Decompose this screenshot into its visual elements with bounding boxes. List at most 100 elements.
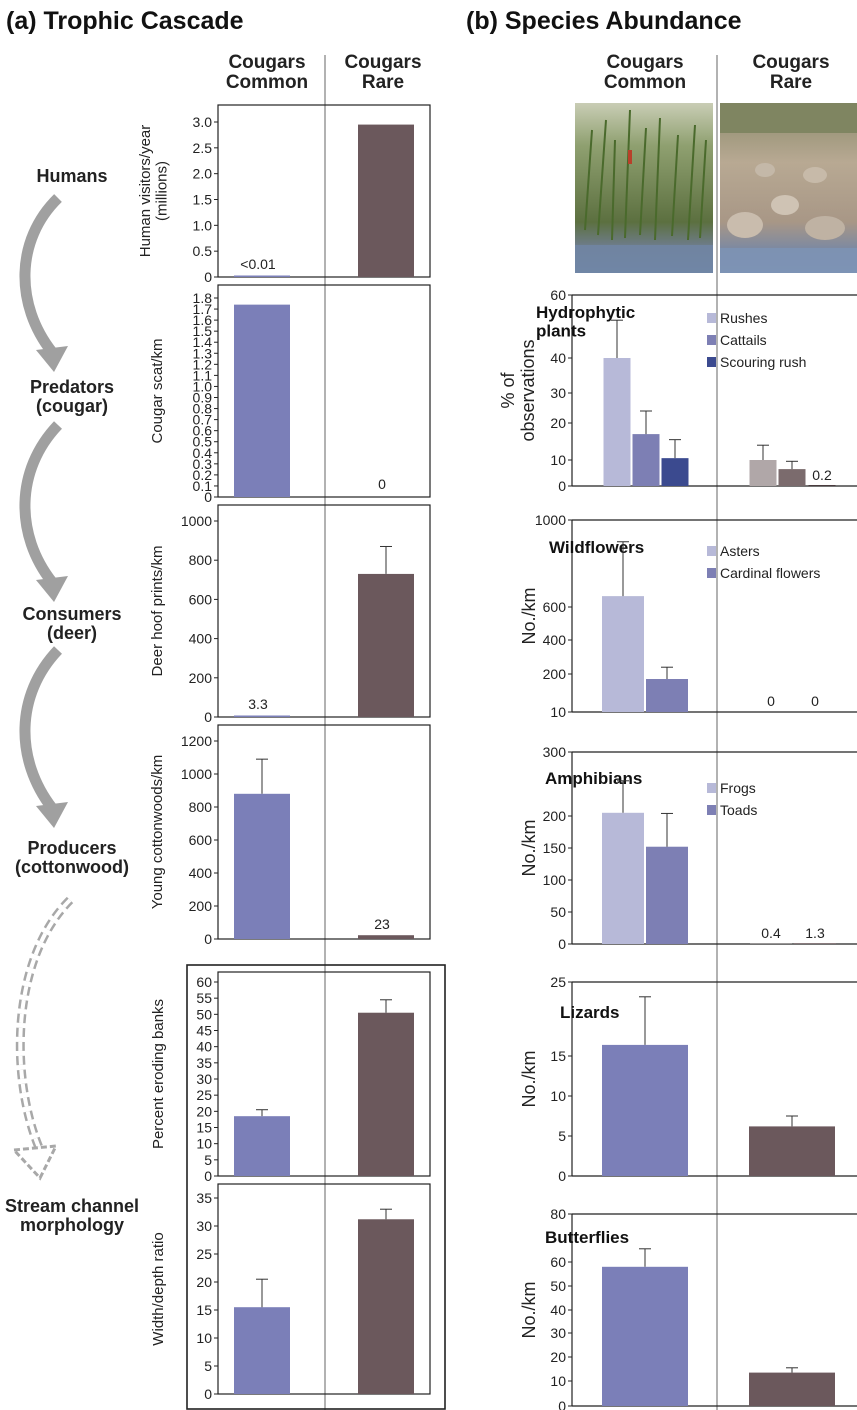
y-tick-label: 2.5 [193, 140, 213, 156]
y-tick-label: 600 [543, 599, 567, 615]
y-tick-label: 1200 [181, 733, 212, 749]
y-tick-label: 1.1 [193, 367, 213, 383]
y-tick-label: 30 [550, 1325, 566, 1341]
y-tick-label: 1.8 [193, 290, 213, 306]
bar-cougars-common [234, 793, 290, 939]
y-tick-label: 40 [550, 350, 566, 366]
y-tick-label: 50 [550, 1278, 566, 1294]
y-tick-label: 50 [550, 904, 566, 920]
data-label: 0 [811, 693, 819, 709]
y-axis-label: % ofobservations [498, 339, 538, 441]
y-tick-label: 0.5 [193, 243, 213, 259]
y-tick-label: 1.0 [193, 217, 213, 233]
plot-frame [217, 971, 431, 1177]
chart-butterflies: 0 10 20 30 40 50 60 80 No./km Butterflies [519, 1206, 857, 1410]
y-tick-label: 3.0 [193, 114, 213, 130]
legend-label: Asters [720, 543, 760, 559]
y-tick-label: 10 [550, 452, 566, 468]
y-tick-label: 1000 [181, 766, 212, 782]
y-tick-label: 40 [196, 1039, 212, 1055]
bar-scouring-rush-rare [808, 485, 836, 486]
y-tick-label: 0 [204, 489, 212, 505]
y-tick-label: 25 [550, 974, 566, 990]
y-tick-label: 600 [189, 832, 213, 848]
y-tick-label: 0.5 [193, 434, 213, 450]
chart-young-cottonwoods: 0 200 400 600 800 1000 1200 Young cottonwoods/k… [149, 724, 431, 947]
y-tick-label: 1.3 [193, 345, 213, 361]
y-tick-label: 60 [550, 287, 566, 303]
y-tick-label: 0 [204, 1386, 212, 1402]
bar-cougars-common [234, 1116, 290, 1176]
level-producers: Producers (cottonwood) [15, 838, 129, 877]
y-tick-label: 2.0 [193, 166, 213, 182]
y-tick-label: 0 [558, 1398, 566, 1410]
arrow-predators-to-consumers [19, 421, 68, 602]
arrow-consumers-to-producers [19, 646, 68, 828]
chart-lizards: 0 5 10 15 25 No./km Lizards [519, 974, 857, 1184]
legend: Asters Cardinal flowers [707, 543, 820, 581]
plot-frame [217, 724, 431, 940]
y-axis-label: No./km [519, 1050, 539, 1107]
legend-swatch [707, 783, 716, 793]
legend-label: Scouring rush [720, 354, 806, 370]
legend-label: Rushes [720, 310, 767, 326]
bar-cougars-common [234, 1307, 290, 1394]
y-tick-label: 10 [196, 1330, 212, 1346]
y-tick-label: 0 [558, 936, 566, 952]
y-tick-label: 5 [204, 1358, 212, 1374]
y-tick-label: 800 [189, 799, 213, 815]
y-tick-label: 0.9 [193, 390, 213, 406]
photo-cougars-rare-stream [720, 103, 857, 273]
chart-amphibians: 0 50 100 150 200 300 No./km Amphibians 0.4 1.3 Fro… [519, 744, 857, 952]
level-consumers: Consumers (deer) [22, 604, 121, 643]
y-axis-label: Young cottonwoods/km [149, 755, 166, 910]
plot-frame [217, 504, 431, 718]
legend-swatch [707, 313, 716, 323]
legend-label: Cardinal flowers [720, 565, 820, 581]
panel-a-column-header-common: Cougars Common [226, 52, 308, 93]
y-tick-label: 0.3 [193, 456, 213, 472]
y-tick-label: 0.8 [193, 401, 213, 417]
y-tick-label: 20 [196, 1103, 212, 1119]
bar-cougars-rare [358, 935, 414, 939]
y-tick-label: 15 [196, 1120, 212, 1136]
y-tick-label: 20 [550, 415, 566, 431]
bar-cougars-rare [749, 1126, 835, 1176]
y-tick-label: 0 [204, 269, 212, 285]
data-label: <0.01 [240, 256, 276, 272]
bar-cougars-common [234, 304, 290, 497]
panel-a-title: (a) Trophic Cascade [6, 7, 244, 35]
bar-cattails-common [632, 434, 660, 486]
subplot-title: Butterflies [545, 1228, 629, 1247]
panel-b-title: (b) Species Abundance [466, 7, 742, 35]
y-tick-label: 1.6 [193, 312, 213, 328]
y-tick-label: 200 [543, 808, 567, 824]
level-predators: Predators (cougar) [30, 377, 114, 416]
panel-a-column-header-rare: Cougars Rare [344, 52, 421, 93]
y-tick-label: 0 [204, 1168, 212, 1184]
y-axis-label: No./km [519, 819, 539, 876]
y-tick-label: 1000 [535, 512, 566, 528]
legend: Rushes Cattails Scouring rush [707, 310, 806, 370]
legend-label: Toads [720, 802, 757, 818]
bar-cougars-common [602, 1044, 688, 1176]
bar-frogs-common [602, 812, 644, 944]
dashed-arrow-producers-to-stream [10, 896, 74, 1181]
y-tick-label: 400 [543, 632, 567, 648]
y-tick-label: 0 [204, 931, 212, 947]
y-tick-label: 1.0 [193, 378, 213, 394]
y-tick-label: 0 [558, 478, 566, 494]
y-axis-label: Percent eroding banks [150, 999, 167, 1149]
data-label: 0.4 [761, 925, 781, 941]
level-humans: Humans [36, 166, 107, 186]
y-tick-label: 1.5 [193, 192, 213, 208]
y-tick-label: 80 [550, 1206, 566, 1222]
y-tick-label: 10 [550, 1088, 566, 1104]
y-tick-label: 60 [550, 1254, 566, 1270]
y-tick-label: 1.4 [193, 334, 213, 350]
bar-cougars-rare [358, 1219, 414, 1394]
chart-cougar-scat: 00.10.20.30.40.50.60.70.80.91.01.11.21.3… [149, 284, 431, 505]
bar-toads-rare [794, 943, 836, 944]
y-tick-label: 0.4 [193, 445, 213, 461]
chart-human-visitors: 0 0.5 1.0 1.5 2.0 2.5 3.0 Human visitors/year(m… [137, 104, 431, 285]
